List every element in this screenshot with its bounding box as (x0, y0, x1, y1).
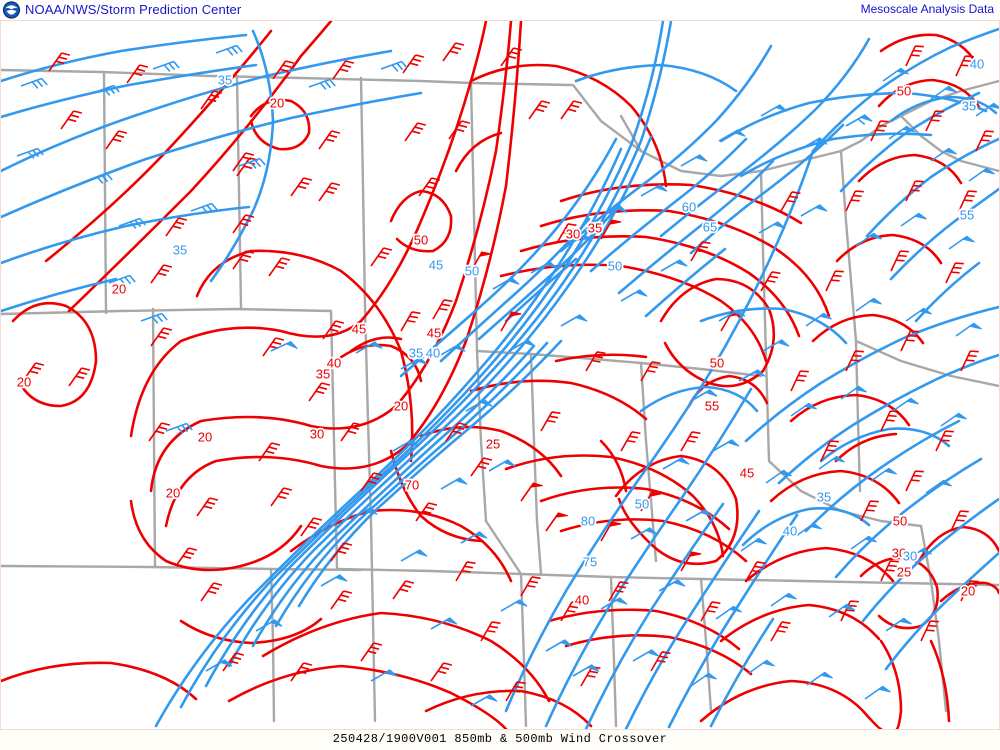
contour-label: 50 (465, 263, 479, 278)
svg-text:40: 40 (970, 56, 984, 71)
svg-text:40: 40 (575, 592, 589, 607)
map-frame[interactable]: 20 20 20 20 20 20 20 20 20 20 20 20 20 20 25 25 25 25 30 30… (0, 20, 1000, 730)
contour-label: 35 (218, 72, 232, 87)
contour-labels-850mb: 2020202020202020202020202020252525253030… (15, 82, 977, 610)
contour-label: 55 (960, 207, 974, 222)
contour-label: 45 (429, 257, 443, 272)
contour-label: 30 (892, 545, 906, 560)
contour-label: 70 (405, 477, 419, 492)
svg-text:75: 75 (583, 554, 597, 569)
contour-label: 25 (897, 564, 911, 579)
svg-text:35: 35 (218, 72, 232, 87)
svg-text:50: 50 (710, 355, 724, 370)
svg-text:45: 45 (427, 325, 441, 340)
svg-text:20: 20 (17, 374, 31, 389)
contour-label: 75 (583, 554, 597, 569)
contour-label: 35 (588, 220, 602, 235)
contour-label: 40 (783, 523, 797, 538)
svg-text:35: 35 (817, 489, 831, 504)
svg-text:30: 30 (566, 226, 580, 241)
contour-label: 35 (817, 489, 831, 504)
noaa-logo (2, 1, 21, 19)
contour-label: 50 (710, 355, 724, 370)
svg-text:50: 50 (608, 258, 622, 273)
contour-label: 65 (703, 219, 717, 234)
svg-text:20: 20 (166, 485, 180, 500)
svg-text:30: 30 (310, 426, 324, 441)
contour-label: 40 (970, 56, 984, 71)
svg-text:40: 40 (426, 345, 440, 360)
svg-text:50: 50 (893, 513, 907, 528)
svg-text:30: 30 (903, 548, 917, 563)
svg-text:25: 25 (897, 564, 911, 579)
contour-label: 35 (962, 98, 976, 113)
contour-label: 20 (270, 95, 284, 110)
contour-label: 40 (327, 355, 341, 370)
isotach-contour-map[interactable]: 2020202020202020202020202020252525253030… (1, 21, 999, 729)
contour-label: 60 (682, 199, 696, 214)
contour-label: 20 (198, 429, 212, 444)
svg-text:20: 20 (394, 398, 408, 413)
contour-label: 20 (17, 374, 31, 389)
contour-label: 40 (426, 345, 440, 360)
contour-label: 40 (575, 592, 589, 607)
svg-text:60: 60 (682, 199, 696, 214)
contour-label: 20 (961, 583, 975, 598)
svg-text:35: 35 (962, 98, 976, 113)
svg-text:45: 45 (740, 465, 754, 480)
svg-text:50: 50 (465, 263, 479, 278)
svg-text:50: 50 (414, 232, 428, 247)
contour-label: 45 (740, 465, 754, 480)
contour-label: 45 (427, 325, 441, 340)
svg-text:50: 50 (635, 496, 649, 511)
map-caption: 250428/1900V001 850mb & 500mb Wind Cross… (332, 732, 668, 746)
contour-label: 20 (112, 281, 126, 296)
contour-label: 50 (414, 232, 428, 247)
contour-label: 50 (897, 83, 911, 98)
svg-text:50: 50 (897, 83, 911, 98)
contour-label: 80 (581, 513, 595, 528)
contour-label: 35 (173, 242, 187, 257)
svg-text:20: 20 (112, 281, 126, 296)
contour-label: 30 (310, 426, 324, 441)
svg-text:70: 70 (405, 477, 419, 492)
contour-label: 30 (566, 226, 580, 241)
svg-text:35: 35 (588, 220, 602, 235)
svg-text:30: 30 (892, 545, 906, 560)
svg-text:20: 20 (961, 583, 975, 598)
svg-text:40: 40 (783, 523, 797, 538)
svg-text:80: 80 (581, 513, 595, 528)
svg-text:55: 55 (960, 207, 974, 222)
contour-label: 50 (893, 513, 907, 528)
contour-label: 55 (705, 398, 719, 413)
svg-text:20: 20 (198, 429, 212, 444)
header-title: NOAA/NWS/Storm Prediction Center (25, 2, 242, 17)
svg-text:45: 45 (352, 321, 366, 336)
svg-text:45: 45 (429, 257, 443, 272)
isotach-contours-500mb (1, 21, 999, 729)
header-right-label: Mesoscale Analysis Data (860, 2, 994, 16)
svg-text:35: 35 (409, 345, 423, 360)
svg-text:20: 20 (270, 95, 284, 110)
contour-label: 20 (166, 485, 180, 500)
contour-label: 25 (486, 436, 500, 451)
contour-label: 35 (316, 366, 330, 381)
svg-text:35: 35 (316, 366, 330, 381)
svg-text:65: 65 (703, 219, 717, 234)
svg-text:25: 25 (486, 436, 500, 451)
contour-label: 50 (608, 258, 622, 273)
svg-text:40: 40 (327, 355, 341, 370)
contour-label: 30 (903, 548, 917, 563)
contour-label: 20 (394, 398, 408, 413)
contour-label: 45 (352, 321, 366, 336)
svg-text:55: 55 (705, 398, 719, 413)
svg-text:35: 35 (173, 242, 187, 257)
contour-label: 50 (635, 496, 649, 511)
contour-label: 35 (409, 345, 423, 360)
page-header: NOAA/NWS/Storm Prediction Center Mesosca… (0, 0, 1000, 20)
